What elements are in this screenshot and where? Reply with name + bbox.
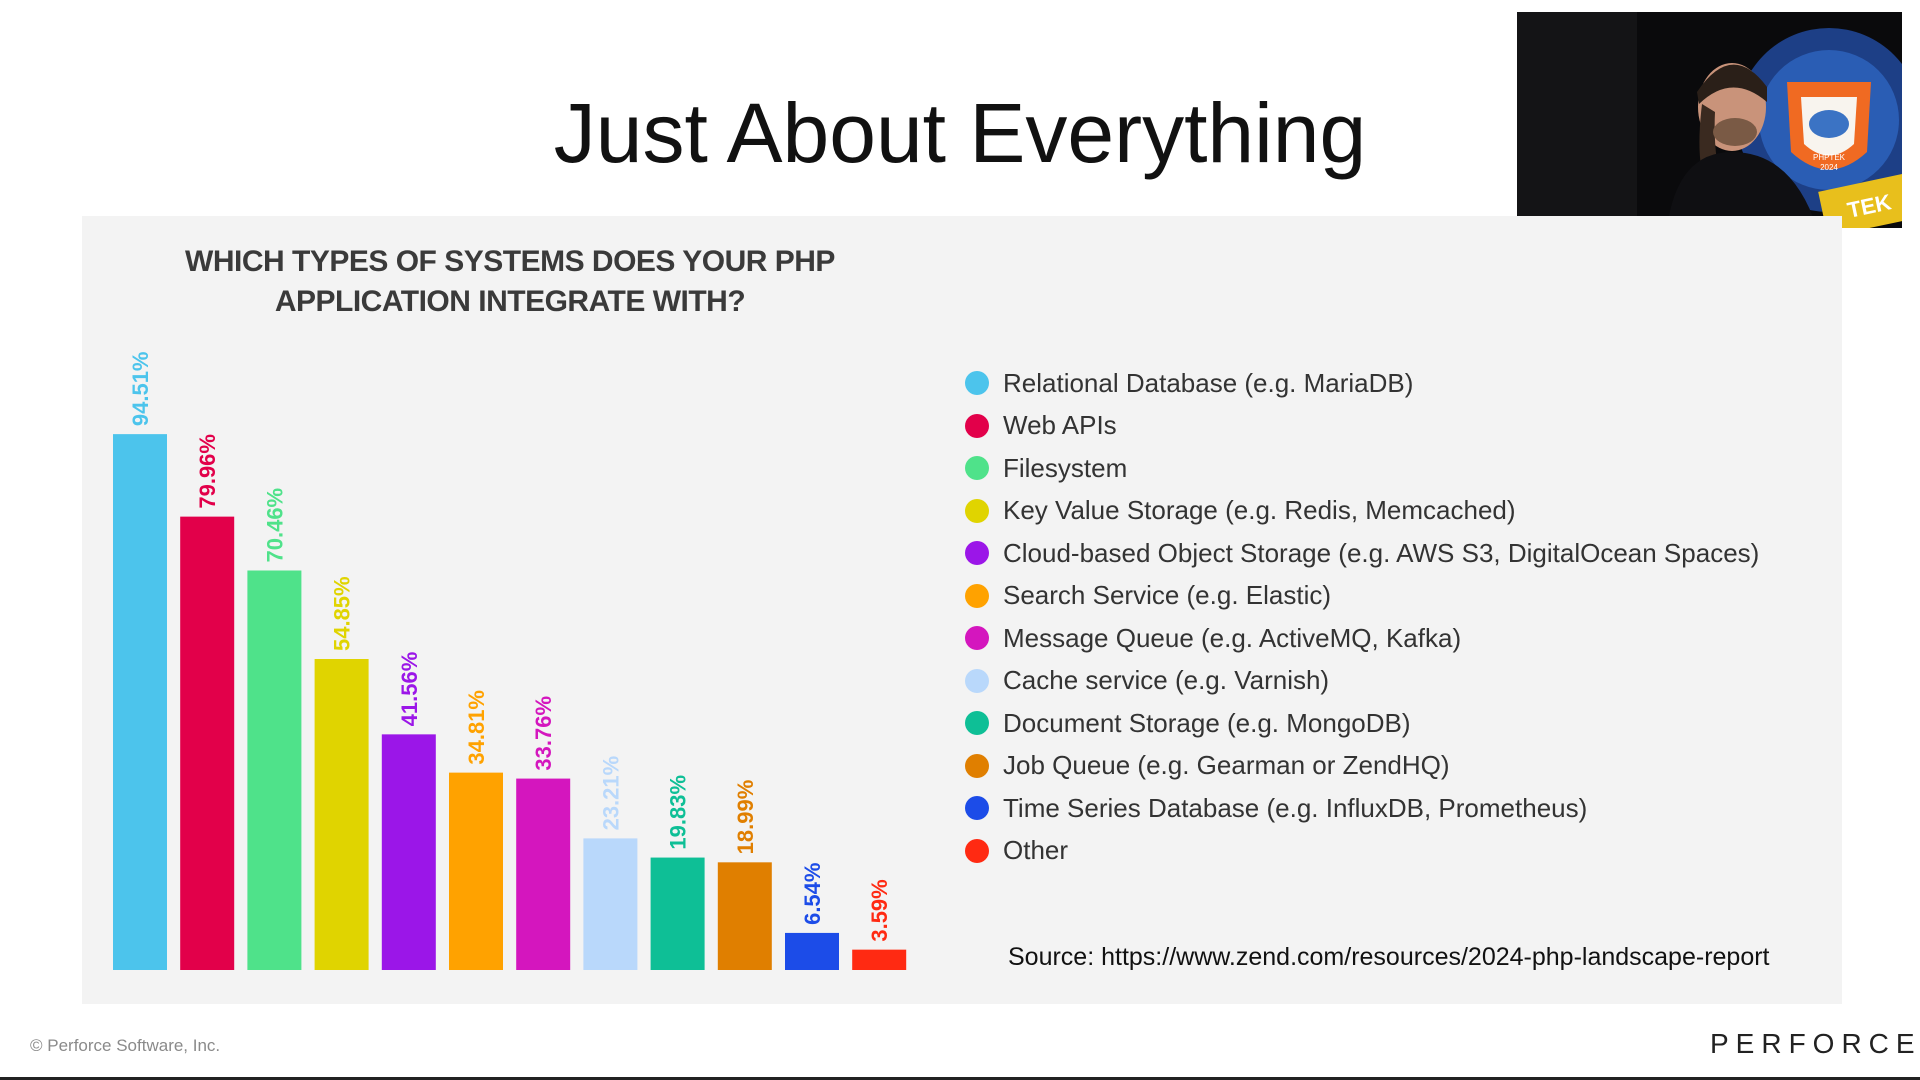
legend-dot-icon	[965, 456, 989, 481]
legend-label: Search Service (e.g. Elastic)	[1003, 580, 1332, 611]
bar-2	[180, 516, 235, 970]
legend-item-9: Document Storage (e.g. MongoDB)	[965, 702, 1759, 745]
legend-item-4: Key Value Storage (e.g. Redis, Memcached…	[965, 490, 1759, 533]
legend-item-12: Other	[965, 830, 1759, 873]
bar-1	[113, 434, 167, 970]
legend-dot-icon	[965, 838, 989, 863]
legend-dot-icon	[965, 413, 989, 438]
badge-year: 2024	[1820, 163, 1838, 172]
bar-11	[785, 932, 839, 970]
bar-12	[852, 949, 907, 970]
legend-item-11: Time Series Database (e.g. InfluxDB, Pro…	[965, 787, 1759, 830]
legend-dot-icon	[965, 371, 989, 396]
bottom-divider	[0, 1077, 1920, 1080]
legend-label: Filesystem	[1003, 452, 1128, 483]
legend-dot-icon	[965, 498, 989, 523]
bar-value-label-2: 79.96%	[195, 434, 220, 509]
copyright-notice: © Perforce Software, Inc.	[30, 1036, 221, 1055]
bar-4	[314, 659, 369, 970]
legend-label: Cache service (e.g. Varnish)	[1003, 665, 1330, 696]
legend-item-5: Cloud-based Object Storage (e.g. AWS S3,…	[965, 532, 1759, 575]
slide-title: Just About Everything	[553, 86, 1367, 180]
legend-item-8: Cache service (e.g. Varnish)	[965, 660, 1759, 703]
legend-label: Relational Database (e.g. MariaDB)	[1003, 367, 1414, 398]
bar-3	[247, 570, 302, 970]
bar-8	[583, 838, 638, 970]
legend-label: Message Queue (e.g. ActiveMQ, Kafka)	[1003, 622, 1462, 653]
bar-value-label-7: 33.76%	[531, 696, 556, 771]
chart-panel	[82, 216, 1842, 1004]
legend-item-10: Job Queue (e.g. Gearman or ZendHQ)	[965, 745, 1759, 788]
bar-value-label-10: 18.99%	[733, 780, 758, 855]
legend-dot-icon	[965, 668, 989, 693]
legend-item-7: Message Queue (e.g. ActiveMQ, Kafka)	[965, 617, 1759, 660]
bar-value-label-8: 23.21%	[598, 756, 623, 831]
legend-label: Key Value Storage (e.g. Redis, Memcached…	[1003, 495, 1516, 526]
bar-value-label-9: 19.83%	[666, 775, 691, 850]
brand-logo: PERFORCE	[1710, 1028, 1920, 1059]
chart-title: WHICH TYPES OF SYSTEMS DOES YOUR PHP APP…	[185, 245, 835, 318]
legend-item-3: Filesystem	[965, 447, 1759, 490]
legend-label: Web APIs	[1003, 410, 1117, 441]
legend-dot-icon	[965, 583, 989, 608]
chart-legend: Relational Database (e.g. MariaDB) Web AP…	[965, 362, 1759, 872]
badge-text: PHPTEK	[1813, 153, 1846, 162]
legend-label: Cloud-based Object Storage (e.g. AWS S3,…	[1003, 537, 1760, 568]
bar-value-label-11: 6.54%	[800, 863, 825, 925]
bar-6	[449, 772, 503, 970]
legend-label: Other	[1003, 835, 1069, 866]
speaker-video-inset: PHPTEK 2024 TEK	[1517, 12, 1902, 228]
legend-item-2: Web APIs	[965, 405, 1759, 448]
legend-label: Job Queue (e.g. Gearman or ZendHQ)	[1003, 750, 1450, 781]
bar-5	[381, 734, 436, 970]
bar-10	[717, 862, 772, 970]
bar-value-label-12: 3.59%	[867, 879, 892, 941]
bar-value-label-4: 54.85%	[330, 576, 355, 651]
bar-value-label-3: 70.46%	[262, 488, 287, 563]
speaker-video-frame: PHPTEK 2024 TEK	[1517, 12, 1902, 228]
legend-dot-icon	[965, 796, 989, 821]
legend-label: Time Series Database (e.g. InfluxDB, Pro…	[1003, 792, 1588, 823]
bar-value-label-5: 41.56%	[397, 652, 422, 727]
legend-dot-icon	[965, 541, 989, 566]
legend-item-1: Relational Database (e.g. MariaDB)	[965, 362, 1759, 405]
bar-7	[516, 778, 571, 970]
bar-value-label-1: 94.51%	[128, 352, 153, 427]
bar-value-label-6: 34.81%	[464, 690, 489, 765]
legend-label: Document Storage (e.g. MongoDB)	[1003, 707, 1411, 738]
source-citation: Source: https://www.zend.com/resources/2…	[1008, 943, 1770, 971]
legend-item-6: Search Service (e.g. Elastic)	[965, 575, 1759, 618]
legend-dot-icon	[965, 753, 989, 778]
legend-dot-icon	[965, 711, 989, 736]
speaker-figure	[1667, 63, 1817, 228]
legend-dot-icon	[965, 626, 989, 651]
bar-9	[650, 857, 705, 970]
